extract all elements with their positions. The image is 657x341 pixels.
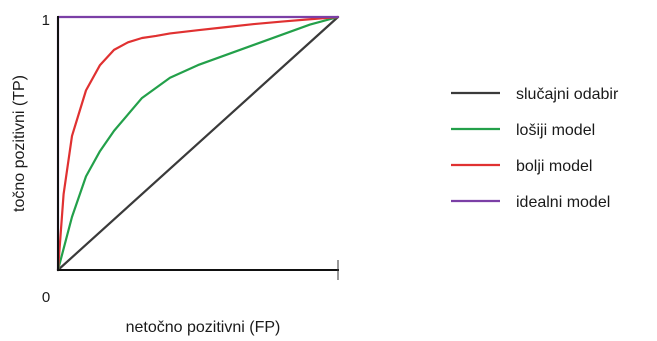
x-axis-title: netočno pozitivni (FP) xyxy=(126,319,281,336)
legend: slučajni odabir lošiji model bolji model id… xyxy=(451,86,619,211)
x-tick-label: 0 xyxy=(42,289,50,306)
y-axis-title: točno pozitivni (TP) xyxy=(11,75,28,212)
legend-label-slucajni-odabir: slučajni odabir xyxy=(516,86,619,103)
axis-layer xyxy=(57,16,339,280)
series-line-slucajni-odabir xyxy=(56,15,340,272)
series-layer xyxy=(56,15,340,272)
legend-label-bolji-model: bolji model xyxy=(516,158,592,175)
series-line-bolji-model xyxy=(56,15,340,272)
y-tick-label: 1 xyxy=(42,12,50,29)
series-line-losiji-model xyxy=(56,15,340,272)
legend-label-idealni-model: idealni model xyxy=(516,194,610,211)
tick-layer: 10 xyxy=(42,12,51,306)
legend-label-losiji-model: lošiji model xyxy=(516,122,595,139)
